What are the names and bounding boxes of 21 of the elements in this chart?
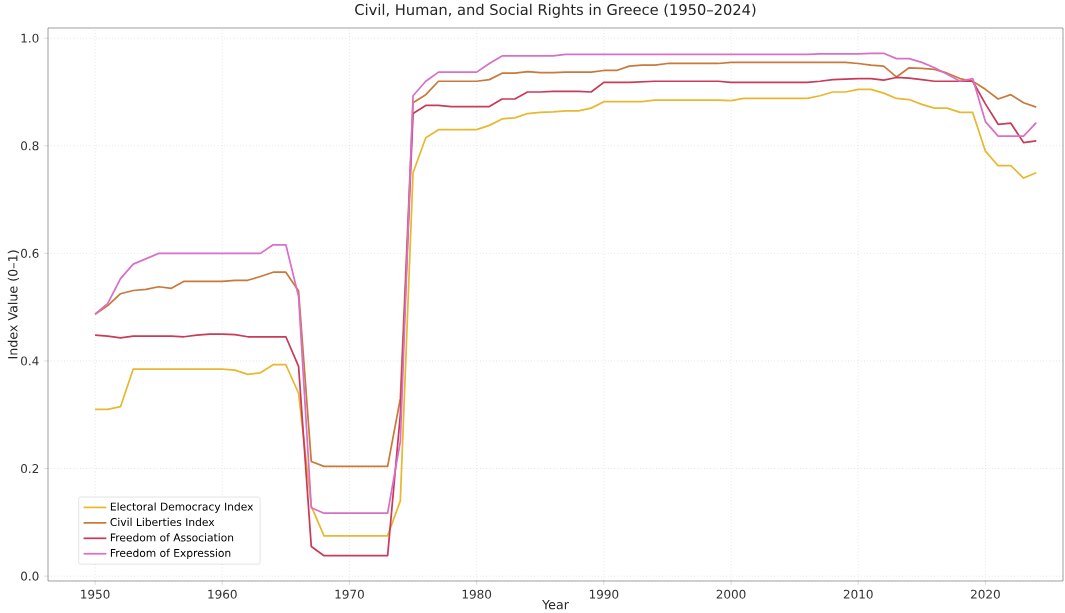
legend-label: Civil Liberties Index bbox=[110, 517, 215, 527]
y-tick-label: 0.4 bbox=[21, 356, 39, 366]
y-tick-label: 0.6 bbox=[21, 248, 39, 258]
y-tick-label: 0.8 bbox=[21, 141, 39, 151]
legend-label: Freedom of Association bbox=[110, 533, 234, 542]
x-tick-label: 2000 bbox=[716, 589, 746, 599]
x-tick-label: 1950 bbox=[81, 589, 110, 599]
legend-label: Electoral Democracy Index bbox=[110, 502, 254, 513]
x-tick-label: 1960 bbox=[208, 589, 237, 599]
y-axis-title: Index Value (0–1) bbox=[7, 250, 20, 359]
legend-label: Freedom of Expression bbox=[110, 548, 231, 560]
x-tick-label: 2010 bbox=[843, 589, 873, 599]
y-tick-label: 1.0 bbox=[21, 33, 39, 43]
y-tick-label: 0.2 bbox=[21, 464, 39, 474]
chart-title: Civil, Human, and Social Rights in Greece (1950–2024) bbox=[355, 3, 756, 18]
x-axis-title: Year bbox=[542, 599, 569, 610]
y-tick-label: 0.0 bbox=[21, 571, 39, 581]
x-tick-label: 1990 bbox=[589, 589, 619, 599]
x-tick-label: 2020 bbox=[971, 589, 1000, 599]
x-tick-label: 1970 bbox=[335, 589, 364, 599]
x-tick-label: 1980 bbox=[462, 589, 492, 599]
